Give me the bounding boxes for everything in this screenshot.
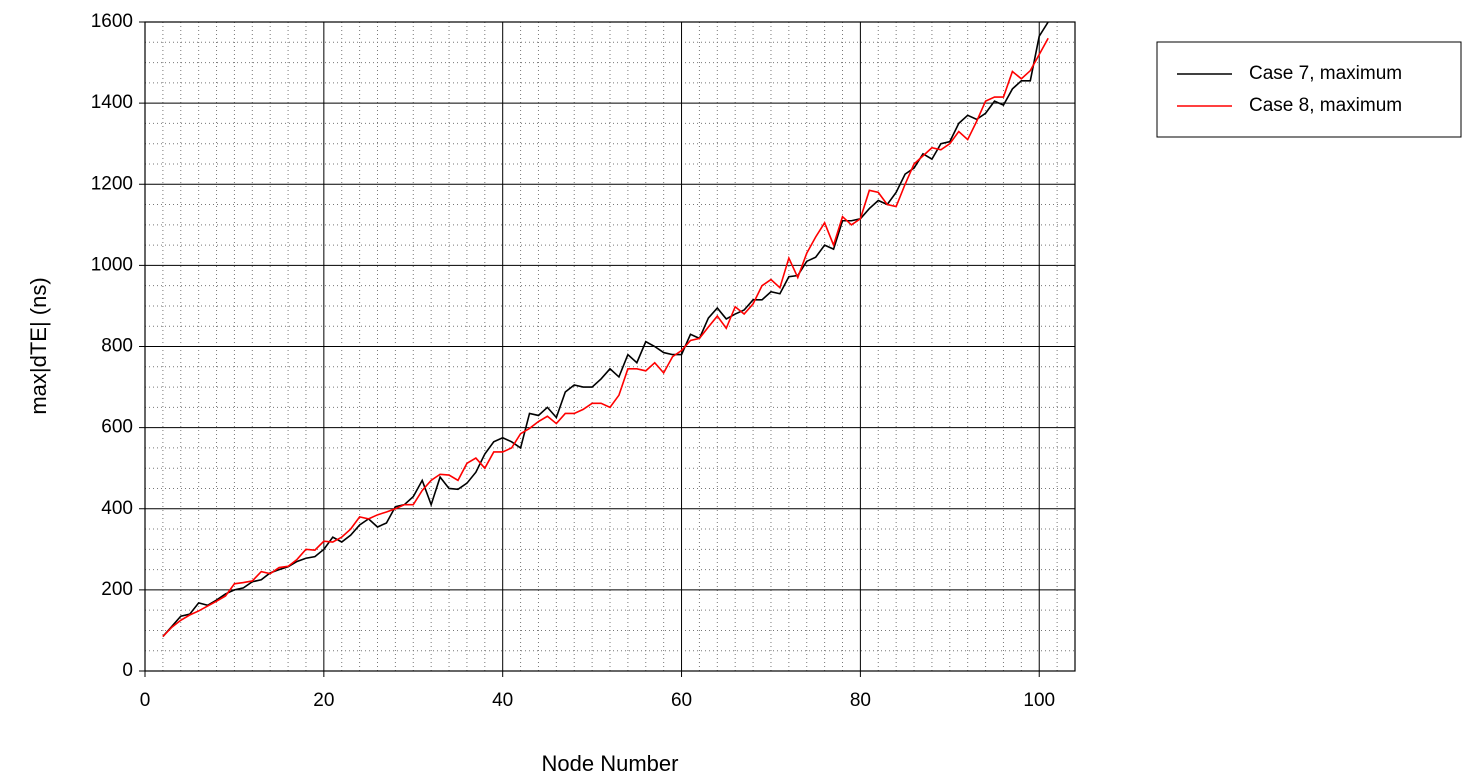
y-tick-label: 1000 [91,254,133,275]
y-tick-label: 200 [101,579,133,600]
series-line [162,22,1049,638]
y-tick-label: 1200 [91,173,133,194]
x-axis-label: Node Number [542,751,679,776]
x-tick-label: 80 [850,690,871,711]
x-tick-label: 20 [313,690,334,711]
y-axis-label: max|dTE| (ns) [26,277,51,414]
x-tick-label: 100 [1023,690,1055,711]
x-tick-label: 0 [140,690,151,711]
y-tick-label: 1600 [91,11,133,32]
legend-label: Case 8, maximum [1249,95,1402,116]
y-tick-label: 800 [101,336,133,357]
legend-box [1156,41,1462,138]
y-tick-label: 600 [101,417,133,438]
x-tick-label: 40 [492,690,513,711]
plot-frame [144,21,1076,672]
legend-label: Case 7, maximum [1249,63,1402,84]
series-line [162,37,1049,638]
y-tick-label: 1400 [91,92,133,113]
x-tick-label: 60 [671,690,692,711]
y-tick-label: 400 [101,498,133,519]
y-tick-label: 0 [122,660,133,681]
